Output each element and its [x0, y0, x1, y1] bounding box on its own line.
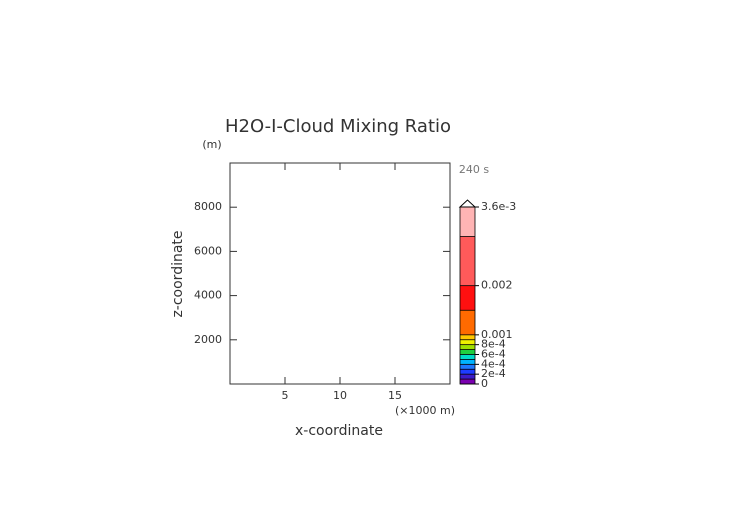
colorbar-band: [460, 364, 475, 370]
y-tick-label: 8000: [194, 200, 222, 213]
colorbar-band: [460, 285, 475, 311]
colorbar-tick-label: 6e-4: [481, 348, 506, 361]
time-label: 240 s: [459, 163, 489, 176]
y-tick-label: 6000: [194, 244, 222, 257]
colorbar-tick-label: 8e-4: [481, 338, 506, 351]
colorbar-band: [460, 374, 475, 380]
x-tick-label: 5: [282, 389, 289, 402]
x-axis-title: x-coordinate: [295, 423, 383, 439]
colorbar-band: [460, 344, 475, 350]
plot-frame: [229, 162, 451, 385]
chart-title: H2O-I-Cloud Mixing Ratio: [225, 116, 451, 137]
colorbar-extend: [458, 199, 477, 208]
x-unit: (×1000 m): [395, 404, 455, 417]
colorbar-band: [460, 334, 475, 340]
colorbar-band: [460, 236, 475, 286]
colorbar-band: [460, 369, 475, 375]
colorbar-tick-label: 4e-4: [481, 357, 506, 370]
x-tick-label: 15: [388, 389, 402, 402]
x-tick-label: 10: [333, 389, 347, 402]
y-tick-label: 2000: [194, 333, 222, 346]
colorbar-band: [460, 339, 475, 345]
colorbar-tick-label: 0.002: [481, 279, 513, 292]
y-axis-title: z-coordinate: [170, 230, 186, 317]
colorbar-band: [460, 207, 475, 237]
y-tick-label: 4000: [194, 289, 222, 302]
colorbar-band: [460, 359, 475, 365]
colorbar-band: [460, 354, 475, 360]
colorbar-tick-label: 3.6e-3: [481, 200, 516, 213]
colorbar-tick-label: 0: [481, 377, 488, 390]
colorbar-tick-label: 0.001: [481, 328, 513, 341]
colorbar-frame: [459, 206, 476, 385]
colorbar-band: [460, 310, 475, 335]
y-unit: (m): [202, 138, 221, 151]
colorbar-band: [460, 379, 475, 384]
colorbar-tick-label: 2e-4: [481, 367, 506, 380]
colorbar-band: [460, 349, 475, 355]
